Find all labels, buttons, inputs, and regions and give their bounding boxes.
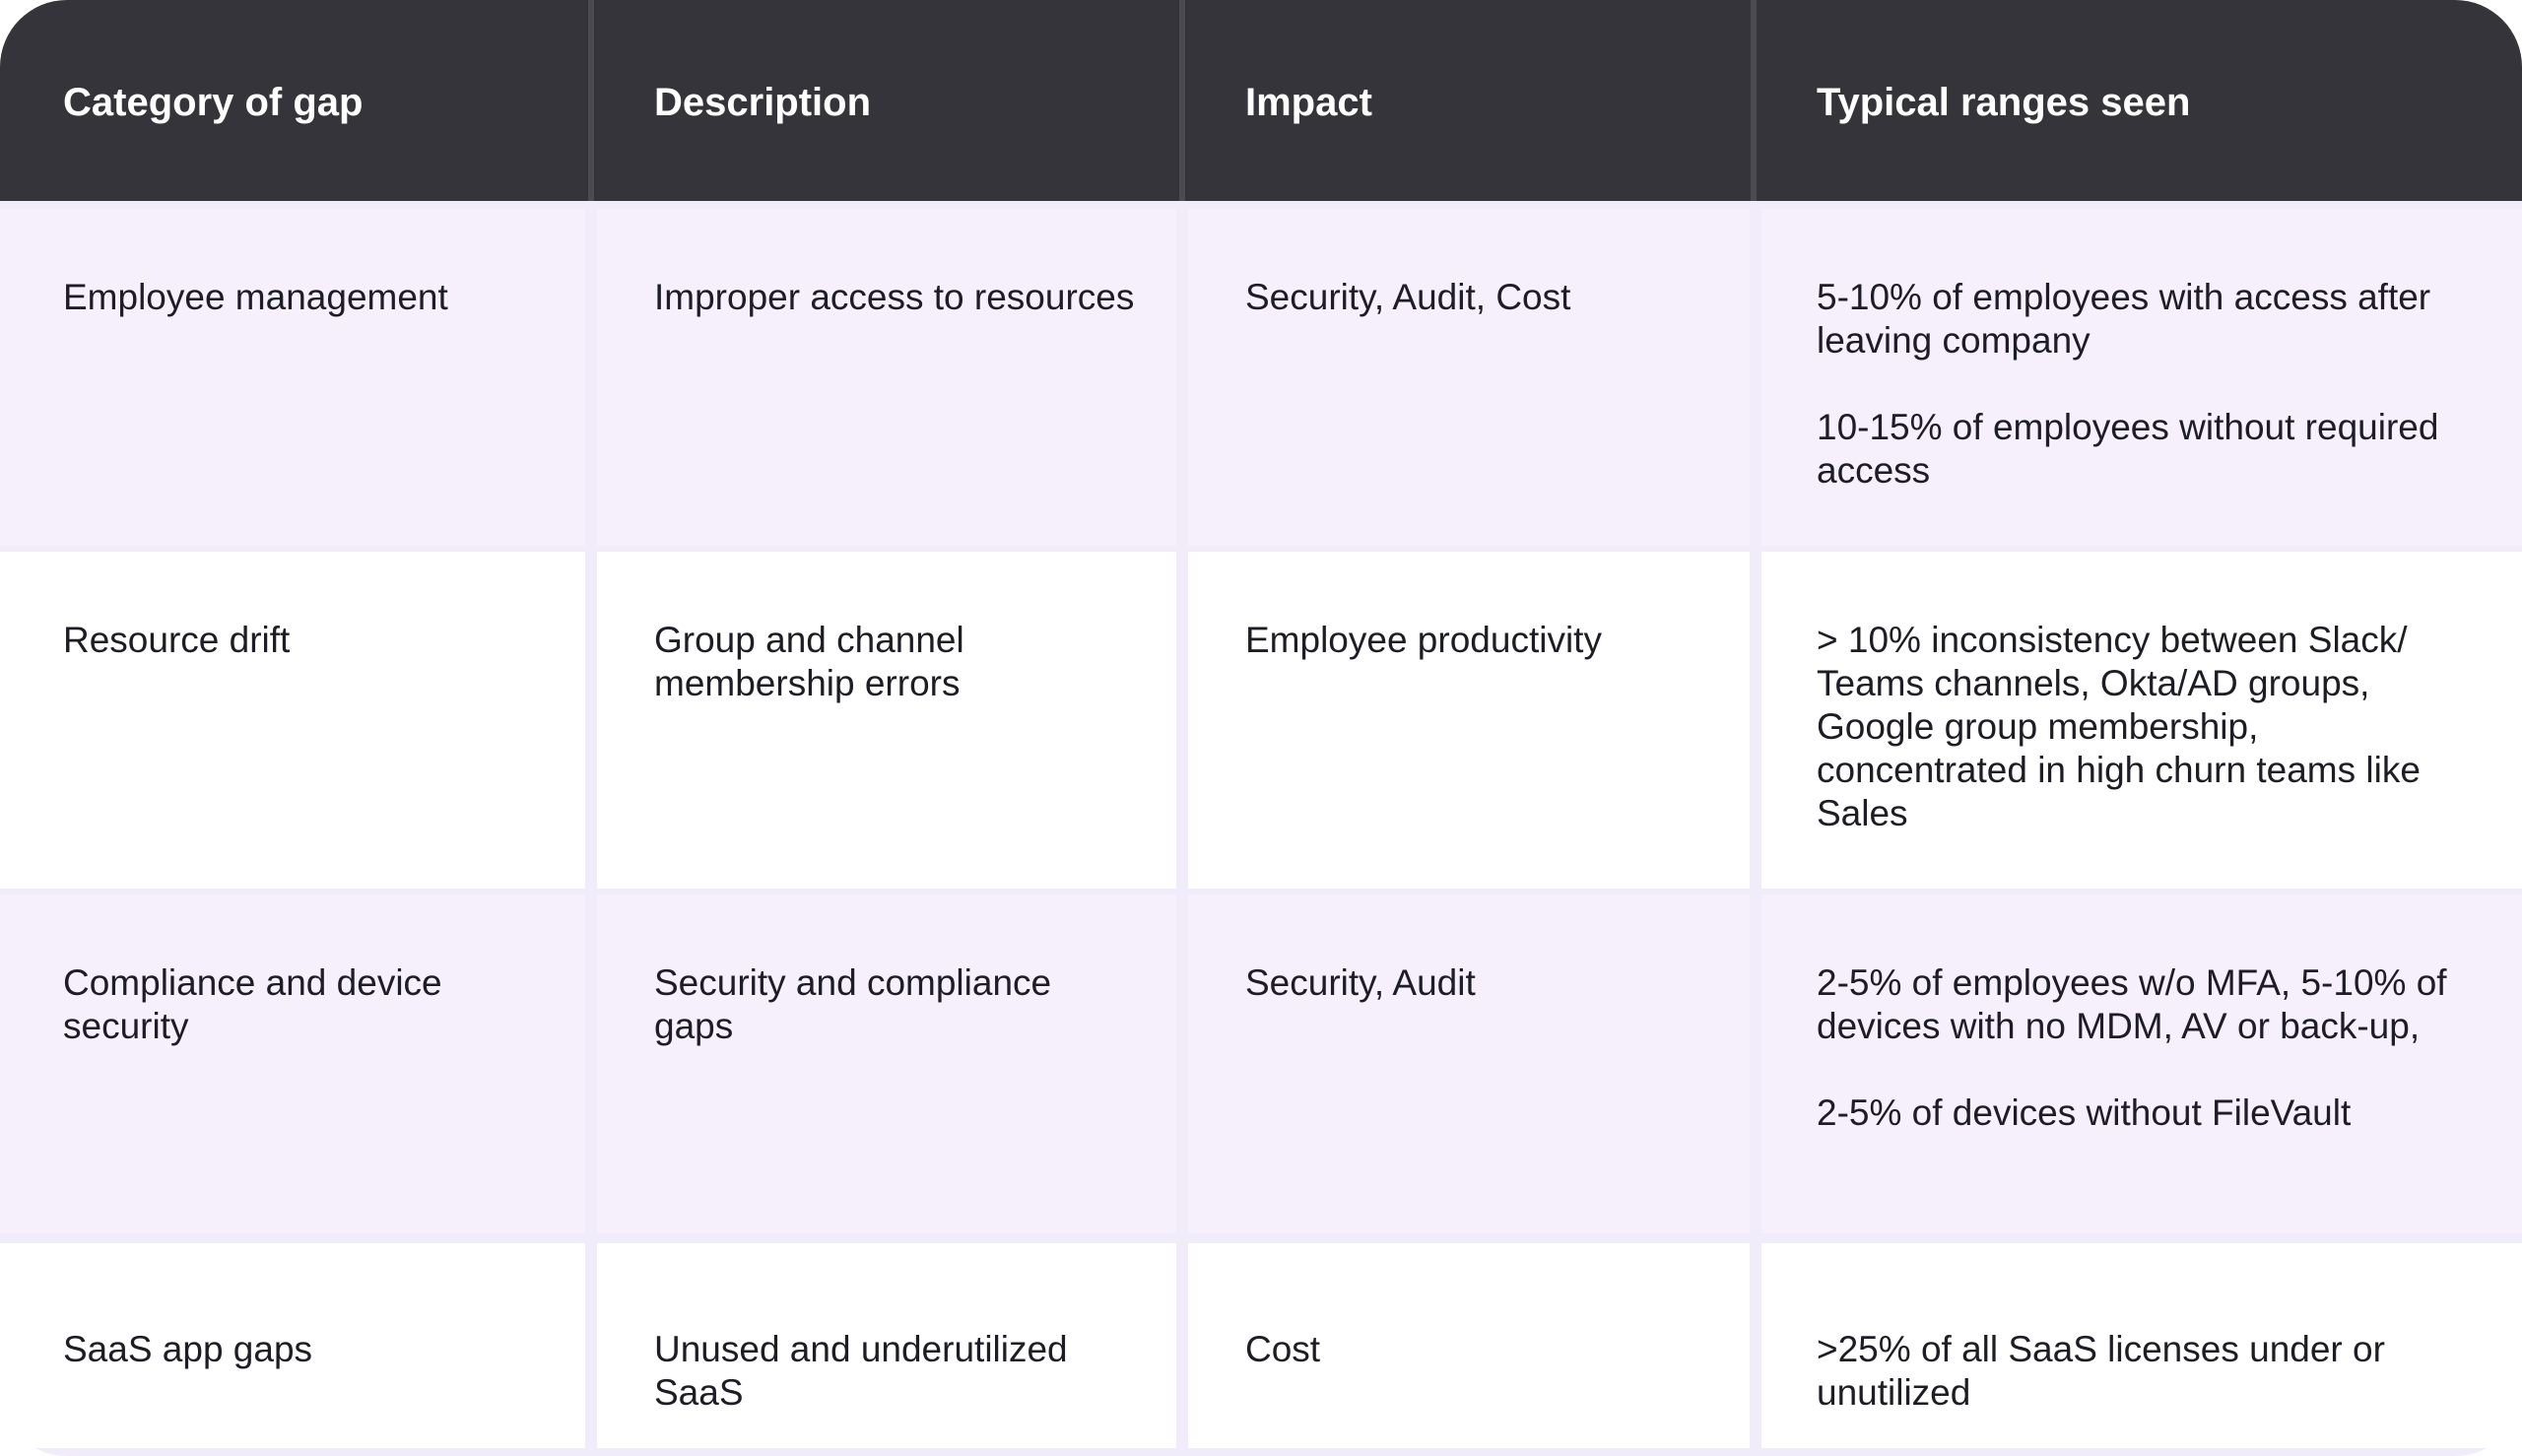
range-text: 2-5% of devices without FileVault xyxy=(1817,1092,2352,1133)
table-row: Compliance and device security Security … xyxy=(0,894,2522,1233)
table-row: Resource drift Group and channel members… xyxy=(0,552,2522,889)
column-divider xyxy=(585,1243,597,1448)
cell-impact: Cost xyxy=(1245,1329,1321,1369)
column-divider xyxy=(1750,1243,1761,1448)
column-divider xyxy=(1176,552,1188,889)
column-divider xyxy=(1750,552,1761,889)
column-divider xyxy=(1179,0,1185,201)
column-divider xyxy=(1176,209,1188,546)
cell-impact: Employee productivity xyxy=(1245,620,1602,660)
range-text: 5-10% of employees with access after lea… xyxy=(1817,277,2431,361)
table-header: Category of gap Description Impact Typic… xyxy=(0,0,2522,201)
cell-category: Employee management xyxy=(63,277,448,317)
cell-impact: Security, Audit xyxy=(1245,962,1476,1003)
column-divider xyxy=(1750,209,1761,546)
cell-category: SaaS app gaps xyxy=(63,1329,313,1369)
table-row: Employee management Improper access to r… xyxy=(0,209,2522,546)
header-typical-ranges: Typical ranges seen xyxy=(1817,81,2191,124)
range-text: 10-15% of employees without required acc… xyxy=(1817,407,2439,491)
range-text: 2-5% of employees w/o MFA, 5-10% of devi… xyxy=(1817,962,2447,1046)
range-text: >25% of all SaaS licenses under or unuti… xyxy=(1817,1329,2385,1413)
cell-description: Group and channel membership errors xyxy=(654,620,964,703)
header-description: Description xyxy=(654,81,872,124)
column-divider xyxy=(585,209,597,546)
column-divider xyxy=(1176,894,1188,1233)
cell-ranges: >25% of all SaaS licenses under or unuti… xyxy=(1817,1243,2496,1448)
cell-description: Unused and underutilized SaaS xyxy=(654,1329,1068,1413)
cell-ranges: 2-5% of employees w/o MFA, 5-10% of devi… xyxy=(1817,894,2496,1233)
column-divider xyxy=(588,0,594,201)
column-divider xyxy=(1751,0,1757,201)
column-divider xyxy=(585,894,597,1233)
cell-category: Compliance and device security xyxy=(63,962,442,1046)
header-category: Category of gap xyxy=(63,81,364,124)
cell-ranges: 5-10% of employees with access after lea… xyxy=(1817,209,2496,546)
cell-category: Resource drift xyxy=(63,620,291,660)
range-text: > 10% inconsistency between Slack/ Teams… xyxy=(1817,620,2421,833)
cell-impact: Security, Audit, Cost xyxy=(1245,277,1571,317)
cell-description: Improper access to resources xyxy=(654,277,1135,317)
table-row: SaaS app gaps Unused and underutilized S… xyxy=(0,1243,2522,1448)
header-impact: Impact xyxy=(1245,81,1372,124)
cell-ranges: > 10% inconsistency between Slack/ Teams… xyxy=(1817,552,2496,889)
column-divider xyxy=(1176,1243,1188,1448)
cell-description: Security and compliance gaps xyxy=(654,962,1052,1046)
column-divider xyxy=(1750,894,1761,1233)
column-divider xyxy=(585,552,597,889)
